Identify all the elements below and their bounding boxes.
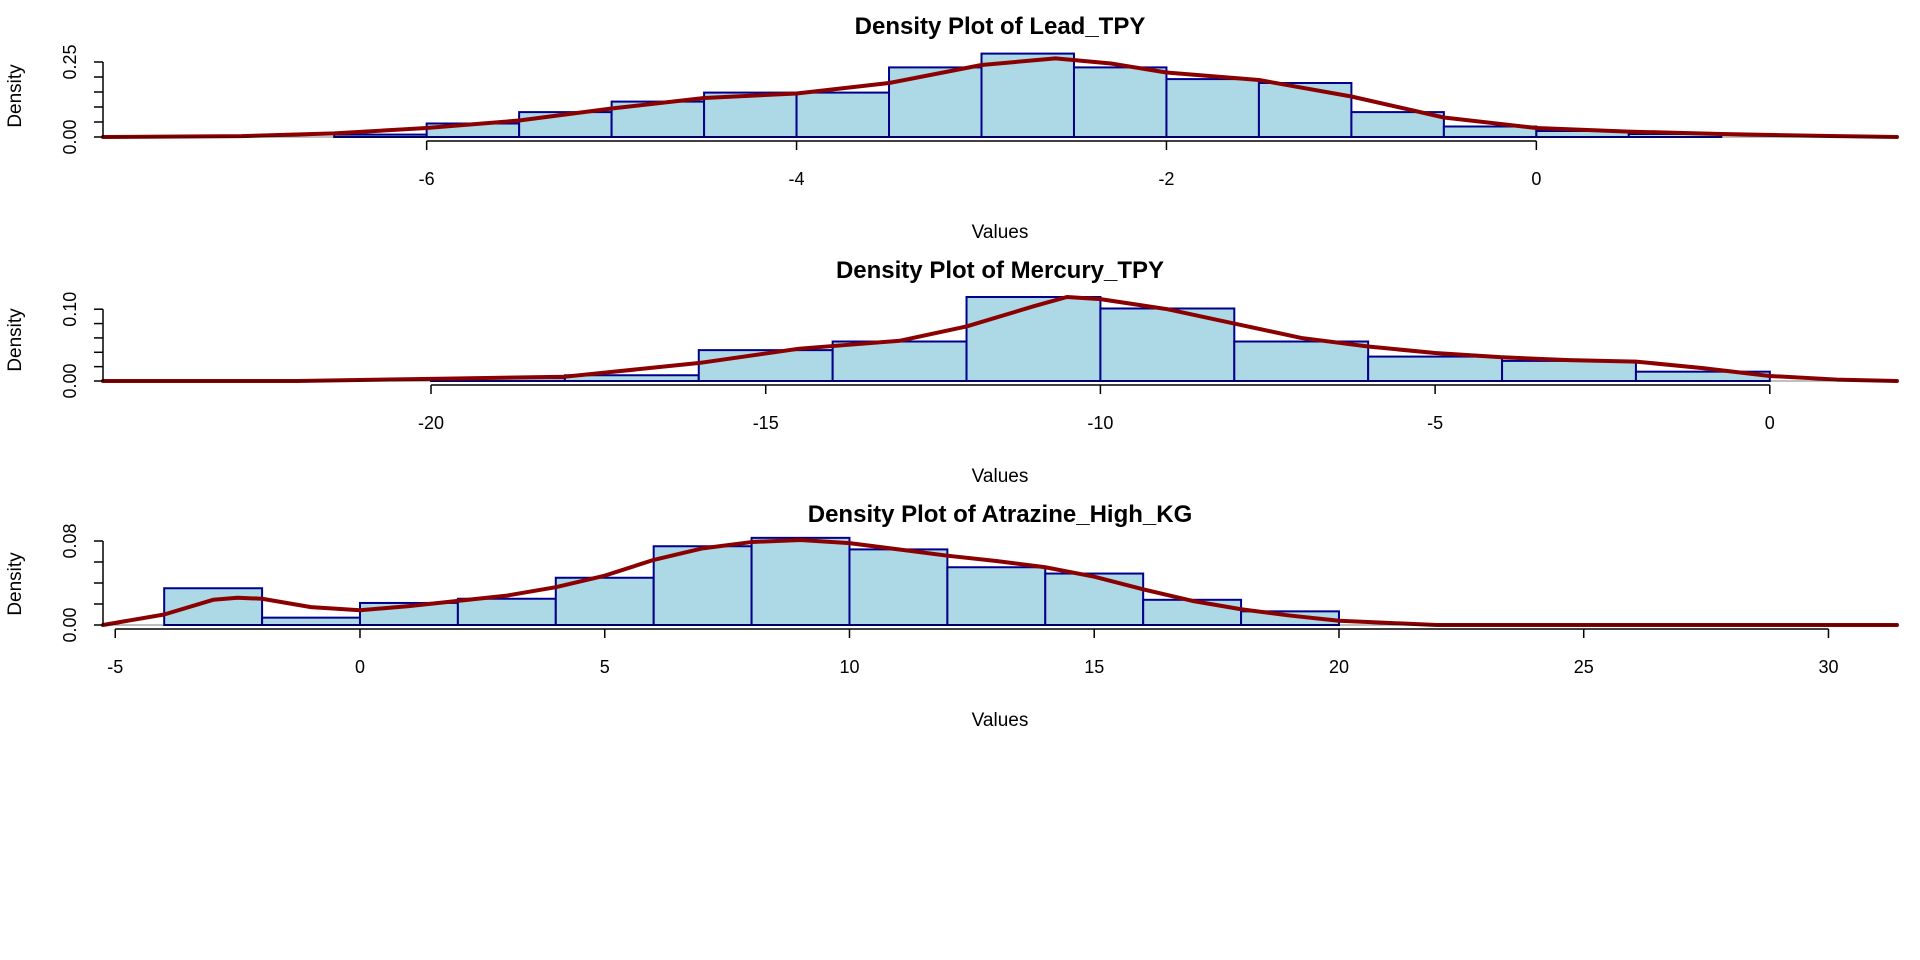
density-curve — [101, 56, 1899, 139]
x-tick-label: 15 — [1084, 657, 1104, 677]
chart-title: Density Plot of Lead_TPY — [855, 13, 1146, 40]
x-tick-label: -5 — [1427, 413, 1443, 433]
x-tick-label: -6 — [419, 169, 435, 189]
y-tick-label: 0.00 — [60, 119, 80, 154]
x-tick-label: 25 — [1574, 657, 1594, 677]
x-tick-label: -15 — [753, 413, 779, 433]
histogram-bar — [1257, 82, 1353, 138]
histogram-bar — [1233, 340, 1370, 382]
histogram-bar — [456, 597, 557, 626]
x-tick-label: -20 — [418, 413, 444, 433]
histogram-bar — [1072, 66, 1168, 138]
density-curve — [101, 295, 1899, 383]
chart-title: Density Plot of Mercury_TPY — [836, 257, 1164, 284]
y-tick-label: 0.10 — [60, 292, 80, 327]
histogram-bar — [261, 616, 361, 627]
histogram-bar — [1142, 598, 1243, 626]
x-tick-label: -4 — [789, 169, 805, 189]
histogram-bar — [831, 340, 968, 382]
histogram-bar — [946, 566, 1047, 626]
y-axis-label: Density — [5, 308, 26, 372]
y-tick-label: 0.08 — [60, 523, 80, 558]
y-tick-label: 0.00 — [60, 363, 80, 398]
histogram-bar — [1367, 355, 1504, 383]
histogram-bar — [1165, 78, 1260, 138]
density-curve — [101, 537, 1899, 627]
x-tick-label: -10 — [1087, 413, 1113, 433]
y-tick-label: 0.00 — [60, 607, 80, 642]
y-tick-label: 0.25 — [60, 44, 80, 79]
histogram-bar — [333, 133, 428, 139]
panel-lead-tpy: Density Plot of Lead_TPY Density Values … — [5, 13, 1899, 243]
x-tick-label: 20 — [1329, 657, 1349, 677]
x-tick-label: 10 — [839, 657, 859, 677]
histogram-bar — [163, 587, 264, 626]
x-tick-label: 0 — [1531, 169, 1541, 189]
histogram-bar — [652, 545, 753, 626]
histogram-bar — [1044, 572, 1145, 626]
x-axis-label: Values — [972, 466, 1029, 487]
histogram-bar — [965, 296, 1102, 382]
histogram-bar — [1501, 359, 1637, 382]
histogram-bar — [980, 52, 1075, 138]
x-tick-label: 30 — [1818, 657, 1838, 677]
x-tick-label: -2 — [1158, 169, 1174, 189]
x-tick-label: 0 — [1765, 413, 1775, 433]
histogram-bar — [795, 91, 891, 138]
panel-mercury-tpy: Density Plot of Mercury_TPY Density Valu… — [5, 257, 1899, 487]
y-axis-label: Density — [5, 64, 26, 128]
x-tick-label: 0 — [355, 657, 365, 677]
x-tick-label: -5 — [107, 657, 123, 677]
histogram-bar — [888, 66, 983, 138]
x-tick-label: 5 — [600, 657, 610, 677]
x-axis-label: Values — [972, 222, 1029, 243]
panel-atrazine-high-kg: Density Plot of Atrazine_High_KG Density… — [5, 501, 1899, 731]
chart-title: Density Plot of Atrazine_High_KG — [808, 501, 1193, 528]
histogram-bar — [848, 548, 949, 627]
histogram-bar — [703, 91, 798, 138]
y-axis-label: Density — [5, 552, 26, 616]
histogram-bar — [750, 536, 851, 626]
x-axis-label: Values — [972, 710, 1029, 731]
